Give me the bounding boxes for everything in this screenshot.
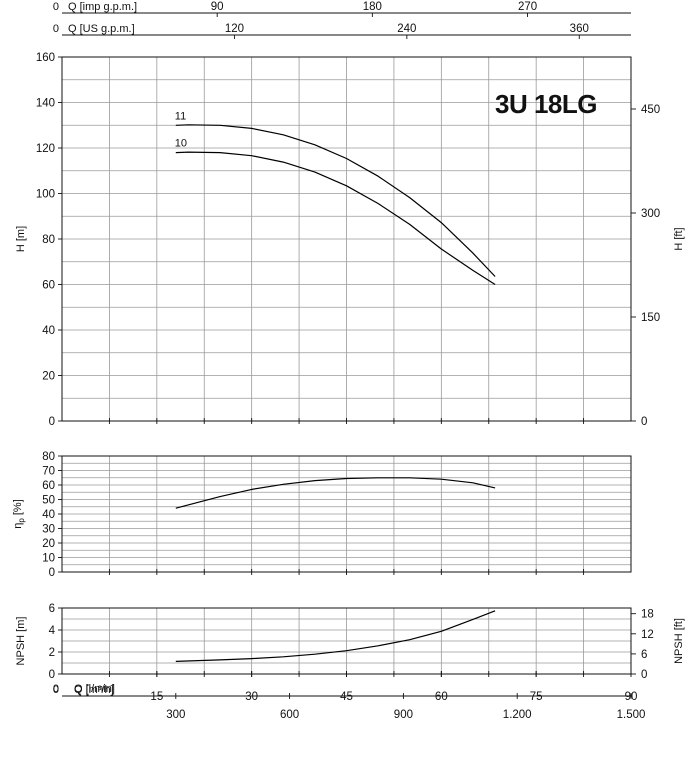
efficiency-ytick-label: 10 — [42, 553, 55, 565]
efficiency-curve-0 — [175, 477, 496, 509]
head-ytick-label: 20 — [42, 371, 55, 383]
npsh-ytick-label: 6 — [49, 603, 55, 615]
bottom-axis-lmin-tick-label: 600 — [280, 709, 299, 721]
bottom-axis-m3h-label: Q [m³/h] — [74, 684, 114, 696]
head-ytick-label: 0 — [49, 416, 55, 428]
npsh-ytick-label: 2 — [49, 647, 55, 659]
head-curve-label-11: 11 — [175, 110, 186, 122]
bottom-axis-m3h-tick-label: 60 — [435, 691, 448, 703]
top-axis-us-tick-label: 240 — [397, 23, 416, 35]
npsh-curve-0 — [175, 610, 496, 662]
npsh-ytick-label: 4 — [49, 625, 56, 637]
head-curve-label-10: 10 — [175, 138, 187, 150]
bottom-axis-lmin-label: Q [l/min] — [74, 683, 115, 695]
top-axis-us-tick-label: 360 — [570, 23, 589, 35]
top-axis-imp-zero: 0 — [53, 1, 59, 13]
head-ytick-label: 140 — [36, 98, 55, 110]
efficiency-ytick-label: 80 — [42, 451, 55, 463]
top-axis-us-tick-label: 120 — [225, 23, 244, 35]
bottom-axis-m3h-tick-label: 15 — [150, 691, 163, 703]
bottom-axis-lmin-tick-label: 1.500 — [617, 709, 646, 721]
head-ytick-label: 160 — [36, 52, 55, 64]
npsh-ytick-right-label: 12 — [641, 629, 654, 641]
efficiency-ytick-label: 50 — [42, 495, 55, 507]
head-ytick-label: 80 — [42, 234, 55, 246]
head-ytick-label: 120 — [36, 143, 55, 155]
top-axis-imp-label: Q [imp g.p.m.] — [68, 1, 137, 13]
top-axis-imp-tick-label: 90 — [211, 1, 224, 13]
head-ylabel: H [m] — [15, 226, 27, 252]
efficiency-ytick-label: 60 — [42, 480, 55, 492]
bottom-axis-m3h-tick-label: 30 — [245, 691, 258, 703]
npsh-ylabel-right: NPSH [ft] — [673, 618, 685, 664]
bottom-axis-lmin-tick-label: 1.200 — [503, 709, 532, 721]
npsh-ytick-label: 0 — [49, 669, 55, 681]
efficiency-ytick-label: 40 — [42, 509, 55, 521]
head-ylabel-right: H [ft] — [673, 227, 685, 250]
npsh-ytick-right-label: 18 — [641, 609, 654, 621]
top-axis-imp-tick-label: 180 — [363, 1, 382, 13]
head-ytick-label: 100 — [36, 189, 55, 201]
top-axis-us-zero: 0 — [53, 23, 59, 35]
bottom-axis-m3h-zero: 0 — [53, 684, 59, 696]
npsh-ytick-right-label: 6 — [641, 649, 647, 661]
bottom-axis-lmin-zero: 0 — [53, 683, 59, 695]
efficiency-ytick-label: 70 — [42, 466, 55, 478]
chart-title: 3U 18LG — [495, 89, 597, 119]
head-curve-10 — [175, 151, 496, 286]
efficiency-ytick-label: 20 — [42, 538, 55, 550]
efficiency-ylabel-unit: [%] — [12, 499, 24, 518]
npsh-ylabel: NPSH [m] — [15, 617, 27, 666]
top-axis-us-label: Q [US g.p.m.] — [68, 23, 135, 35]
head-ytick-label: 60 — [42, 280, 55, 292]
head-ytick-right-label: 150 — [641, 312, 660, 324]
efficiency-ylabel-subscript: p — [17, 518, 26, 523]
head-ytick-right-label: 0 — [641, 416, 647, 428]
head-curve-11 — [175, 124, 496, 277]
efficiency-ytick-label: 30 — [42, 524, 55, 536]
efficiency-ylabel: ηp [%] — [12, 499, 26, 529]
efficiency-ytick-label: 0 — [49, 567, 55, 579]
bottom-axis-m3h-tick-label: 75 — [530, 691, 543, 703]
head-ytick-label: 40 — [42, 325, 55, 337]
bottom-axis-lmin-tick-label: 900 — [394, 709, 413, 721]
head-ytick-right-label: 300 — [641, 208, 660, 220]
npsh-ytick-right-label: 0 — [641, 669, 647, 681]
bottom-axis-m3h-tick-label: 45 — [340, 691, 353, 703]
head-ytick-right-label: 450 — [641, 104, 660, 116]
top-axis-imp-tick-label: 270 — [518, 1, 537, 13]
bottom-axis-lmin-tick-label: 300 — [166, 709, 185, 721]
